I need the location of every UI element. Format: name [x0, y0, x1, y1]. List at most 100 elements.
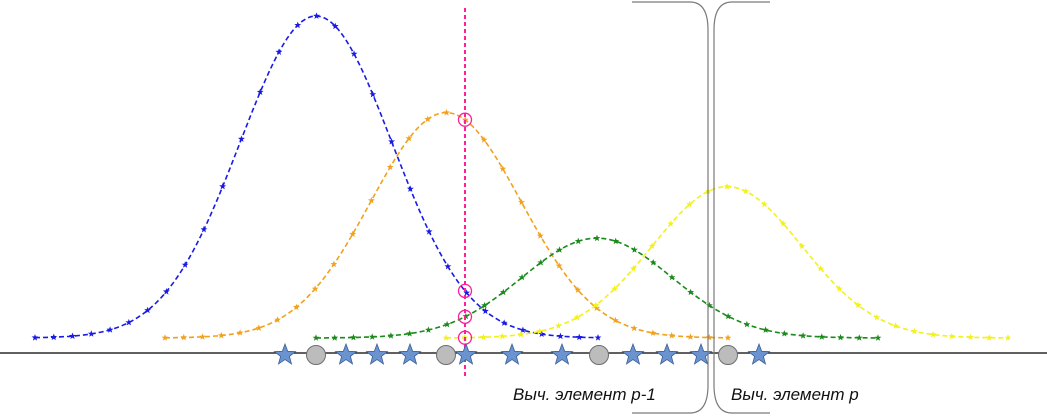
- curve-green: [312, 234, 882, 341]
- curve-point: [536, 327, 544, 335]
- star-icon: [365, 342, 389, 365]
- curve-point: [574, 286, 582, 293]
- curve-point: [910, 327, 918, 335]
- curve-line: [316, 237, 878, 339]
- star-icon: [334, 342, 358, 365]
- curve-point: [106, 326, 114, 333]
- curve-point: [518, 198, 525, 206]
- curve-point: [967, 333, 974, 341]
- circle-icon: [589, 345, 609, 365]
- curve-point: [668, 332, 676, 339]
- curve-point: [557, 332, 564, 340]
- curve-point: [724, 334, 732, 341]
- brace-element-p: [713, 1, 770, 414]
- curve-point: [31, 334, 39, 341]
- curve-point: [482, 307, 489, 315]
- label-element-p-minus-1: Выч. элемент p-1: [513, 385, 656, 404]
- label-element-p: Выч. элемент p: [731, 385, 859, 404]
- curve-blue: [31, 12, 602, 341]
- curve-point: [313, 12, 320, 19]
- ring-icon: [457, 283, 473, 299]
- curve-point: [443, 109, 450, 116]
- curve-point: [612, 237, 620, 245]
- curve-point: [144, 306, 151, 314]
- curve-point: [500, 319, 508, 326]
- curve-point: [592, 301, 600, 309]
- curve-point: [461, 116, 469, 123]
- curve-point: [649, 329, 657, 336]
- curve-point: [537, 259, 545, 266]
- curve-point: [331, 22, 339, 30]
- curve-point: [255, 324, 263, 331]
- curve-point: [425, 326, 432, 333]
- star-icon: [621, 342, 645, 365]
- curve-point: [368, 196, 375, 204]
- curve-point: [181, 261, 189, 268]
- star-icon: [747, 342, 771, 365]
- curve-point: [425, 228, 433, 235]
- curve-point: [743, 320, 751, 328]
- curve-point: [648, 242, 656, 249]
- curve-point: [780, 330, 788, 337]
- curve-point: [388, 138, 395, 145]
- brace-element-p-minus-1: [632, 1, 709, 414]
- curve-point: [517, 330, 525, 338]
- curve-point: [350, 333, 357, 341]
- curve-point: [387, 332, 395, 339]
- curve-point: [161, 334, 169, 341]
- curve-point: [874, 334, 882, 341]
- curve-point: [443, 320, 451, 328]
- curve-point: [948, 332, 956, 340]
- curve-point: [837, 333, 844, 341]
- curve-point: [687, 288, 695, 296]
- curve-point: [87, 330, 95, 337]
- curve-point: [69, 332, 76, 339]
- curve-point: [480, 136, 488, 143]
- curve-point: [538, 330, 546, 337]
- curve-point: [294, 21, 302, 29]
- curve-point: [724, 312, 732, 320]
- curve-point: [798, 242, 806, 249]
- curve-point: [762, 326, 769, 333]
- curve-point: [50, 333, 58, 341]
- curve-point: [706, 301, 713, 309]
- curve-point: [442, 334, 450, 341]
- curve-point: [818, 333, 826, 340]
- curve-point: [236, 329, 244, 336]
- curve-point: [929, 330, 937, 338]
- circle-icon: [306, 345, 326, 365]
- curve-point: [274, 316, 281, 323]
- curve-point: [667, 220, 675, 227]
- curve-point: [369, 90, 377, 98]
- curve-point: [873, 313, 881, 321]
- ring-icon: [457, 112, 473, 127]
- curve-point: [368, 333, 376, 340]
- curve-point: [574, 237, 582, 245]
- star-icon: [689, 342, 713, 365]
- star-icon: [454, 342, 478, 365]
- curve-point: [649, 259, 657, 266]
- curve-point: [630, 324, 638, 332]
- curve-point: [573, 313, 581, 321]
- curve-point: [162, 288, 170, 295]
- curve-point: [742, 187, 750, 195]
- curve-point: [593, 234, 601, 242]
- star-icon: [655, 342, 679, 365]
- curve-point: [631, 246, 638, 253]
- star-icon: [398, 342, 422, 365]
- curve-point: [125, 318, 133, 326]
- curve-point: [180, 333, 188, 341]
- curve-point: [687, 333, 694, 340]
- curve-point: [779, 220, 787, 227]
- circle-icon: [436, 345, 456, 365]
- curve-point: [499, 165, 507, 172]
- curve-point: [424, 115, 432, 123]
- curve-point: [817, 265, 825, 272]
- curve-point: [836, 285, 843, 292]
- curve-point: [518, 273, 526, 281]
- curve-point: [761, 200, 768, 208]
- curve-point: [312, 334, 320, 341]
- curve-point: [799, 332, 807, 339]
